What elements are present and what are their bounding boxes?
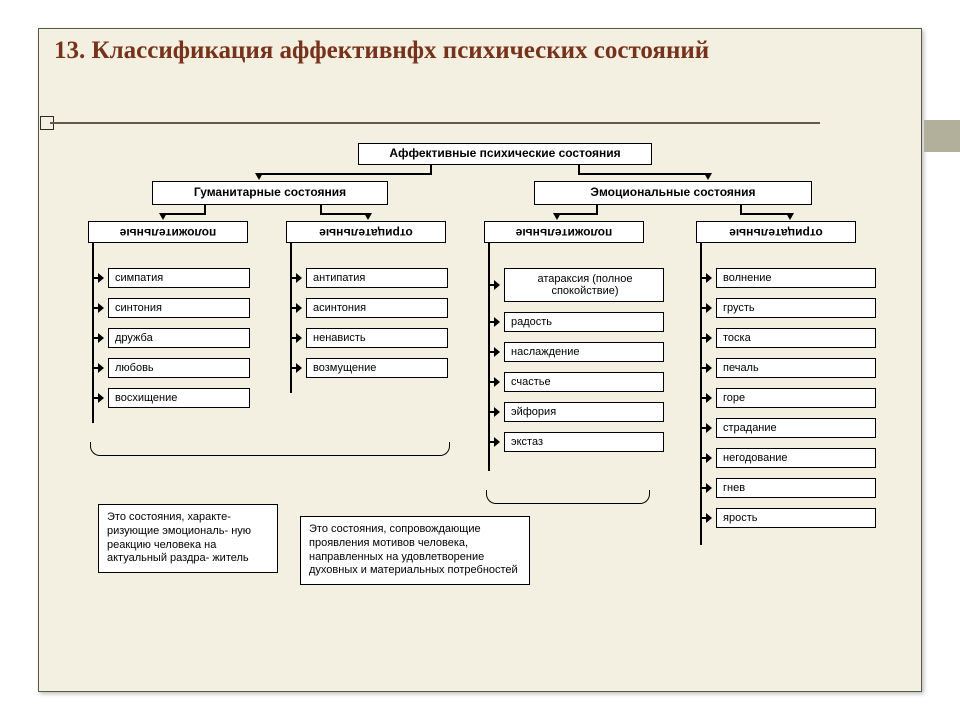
list-item: печаль [716, 358, 876, 378]
list-item: дружба [108, 328, 250, 348]
list-item: восхищение [108, 388, 250, 408]
arrow-right-icon [489, 317, 501, 327]
accent-strip [924, 120, 960, 152]
arrow-right-icon [489, 377, 501, 387]
title-block: 13. Классификация аффективнфх психически… [54, 36, 814, 66]
right-positive-label: положительные [484, 221, 644, 243]
arrow-right-icon [701, 483, 713, 493]
list-item: гнев [716, 478, 876, 498]
list-item: ненависть [306, 328, 448, 348]
arrow-right-icon [93, 393, 105, 403]
list-item: тоска [716, 328, 876, 348]
arrow-right-icon [701, 333, 713, 343]
arrow-right-icon [489, 280, 501, 290]
arrow-right-icon [489, 437, 501, 447]
conn [556, 213, 598, 215]
arrow-down-icon [364, 213, 372, 220]
arrow-right-icon [93, 333, 105, 343]
list-item: радость [504, 312, 664, 332]
list-item: негодование [716, 448, 876, 468]
list-item: наслаждение [504, 342, 664, 362]
right-branch: Эмоциональные состояния [534, 181, 812, 205]
conn [740, 213, 790, 215]
arrow-right-icon [93, 363, 105, 373]
list-item: атараксия (полное спокойствие) [504, 268, 664, 302]
list-item: ярость [716, 508, 876, 528]
arrow-right-icon [701, 513, 713, 523]
slide-title: 13. Классификация аффективнфх психически… [54, 36, 814, 66]
right-definition: Это состояния, сопровождающие проявления… [300, 516, 530, 585]
arrow-right-icon [93, 303, 105, 313]
arrow-right-icon [701, 273, 713, 283]
conn [162, 213, 206, 215]
list-item: грусть [716, 298, 876, 318]
arrow-right-icon [701, 363, 713, 373]
list-item: возмущение [306, 358, 448, 378]
left-branch: Гуманитарные состояния [152, 181, 388, 205]
arrow-right-icon [93, 273, 105, 283]
arrow-down-icon [553, 213, 561, 220]
arrow-down-icon [786, 213, 794, 220]
list-item: симпатия [108, 268, 250, 288]
left-definition-text: Это состояния, характе- ризующие эмоцион… [107, 511, 251, 564]
list-item: экстаз [504, 432, 664, 452]
arrow-right-icon [489, 347, 501, 357]
arrow-right-icon [701, 423, 713, 433]
right-brace [486, 490, 650, 504]
right-negative-label: отрицательные [696, 221, 856, 243]
left-definition: Это состояния, характе- ризующие эмоцион… [98, 504, 278, 573]
left-negative-label: отрицательные [286, 221, 446, 243]
list-item: эйфория [504, 402, 664, 422]
arrow-down-icon [159, 213, 167, 220]
arrow-right-icon [701, 453, 713, 463]
list-item: страдание [716, 418, 876, 438]
conn [578, 173, 708, 175]
arrow-right-icon [701, 393, 713, 403]
right-definition-text: Это состояния, сопровождающие проявления… [309, 523, 518, 576]
list-item: счастье [504, 372, 664, 392]
left-positive-label: положительные [88, 221, 248, 243]
arrow-right-icon [291, 273, 303, 283]
list-item: горе [716, 388, 876, 408]
arrow-right-icon [291, 303, 303, 313]
list-item: волнение [716, 268, 876, 288]
list-item: асинтония [306, 298, 448, 318]
arrow-right-icon [489, 407, 501, 417]
title-rule [50, 122, 820, 124]
left-brace [90, 442, 450, 456]
arrow-right-icon [291, 333, 303, 343]
list-item: синтония [108, 298, 250, 318]
arrow-right-icon [701, 303, 713, 313]
arrow-down-icon [704, 173, 712, 180]
root-box: Аффективные психические состояния [358, 143, 652, 165]
list-item: любовь [108, 358, 250, 378]
list-item: антипатия [306, 268, 448, 288]
conn [258, 173, 432, 175]
conn [320, 213, 368, 215]
arrow-down-icon [255, 173, 263, 180]
arrow-right-icon [291, 363, 303, 373]
